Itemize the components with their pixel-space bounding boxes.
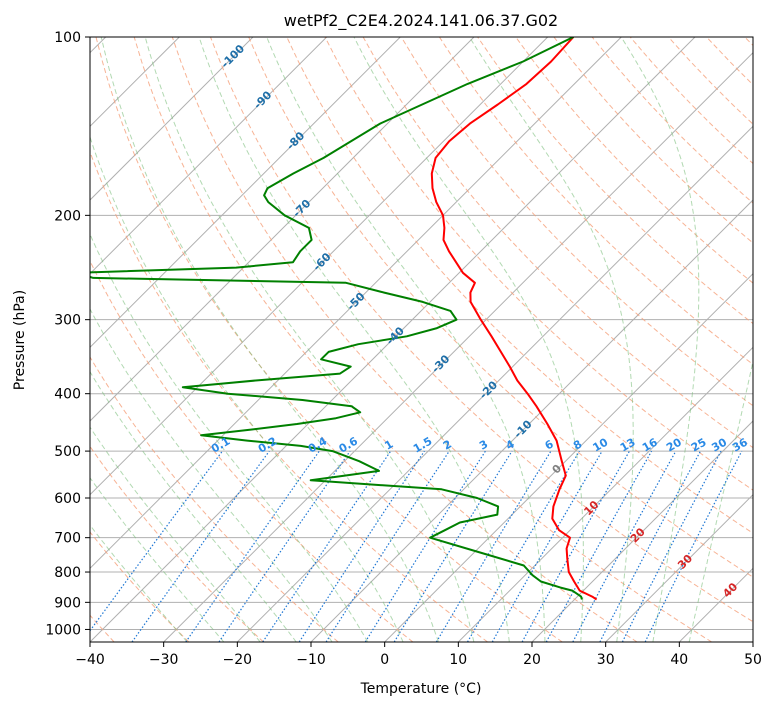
mixing-ratio-line	[131, 450, 270, 642]
isotherm-gridline	[90, 37, 401, 349]
plot-frame	[89, 36, 754, 643]
moist-adiabat	[90, 308, 333, 642]
y-tick-label: 900	[54, 595, 81, 611]
isobar-gridlines	[90, 37, 753, 630]
moist-adiabat	[469, 37, 634, 642]
isotherm-gridline	[457, 346, 753, 642]
isotherm-gridline	[90, 37, 622, 570]
isotherm-gridline	[531, 420, 753, 642]
isotherm-gridline	[90, 37, 475, 422]
dry-adiabat	[324, 37, 753, 491]
x-tick-label: −30	[149, 652, 179, 668]
mixing-ratio-line	[572, 450, 677, 642]
y-tick-label: 300	[54, 313, 81, 329]
dry-adiabat	[90, 259, 414, 642]
x-axis-label: Temperature (°C)	[360, 681, 482, 697]
y-axis: 100 200 300 400 500 600 700 800 900 1000	[45, 30, 90, 638]
moist-adiabat	[198, 37, 510, 642]
y-tick-label: 600	[54, 491, 81, 507]
moist-adiabat	[688, 358, 753, 642]
mixing-ratio-line	[393, 450, 513, 642]
y-tick-label: 200	[54, 208, 81, 224]
moist-adiabat	[90, 476, 225, 642]
x-tick-label: −10	[296, 652, 326, 668]
dry-adiabat	[400, 37, 753, 407]
y-tick-label: 700	[54, 531, 81, 547]
profile-line	[90, 37, 583, 600]
chart-title: wetPf2_C2E4.2024.141.06.37.G02	[284, 11, 558, 31]
x-tick-label: 40	[670, 652, 688, 668]
x-tick-label: 30	[597, 652, 615, 668]
mixing-ratio-line	[298, 450, 425, 642]
dry-adiabat	[438, 37, 753, 366]
mixing-ratio-line	[435, 450, 552, 642]
dry-adiabat	[95, 37, 563, 642]
y-tick-label: 100	[54, 30, 81, 46]
mixing-ratio-line	[185, 450, 320, 642]
isotherm-gridline	[90, 37, 328, 275]
moist-adiabat	[266, 37, 546, 642]
mixing-ratio-line	[621, 450, 722, 642]
sounding-profiles	[90, 37, 598, 601]
dry-adiabat	[90, 531, 190, 642]
mixing-ratio-line	[90, 450, 223, 632]
mixing-ratio-line	[599, 450, 702, 642]
isotherm-gridline	[236, 125, 753, 642]
mixing-ratio-lines	[90, 450, 743, 642]
isotherm-gridline	[90, 37, 254, 201]
mixing-ratio-line	[364, 450, 486, 642]
moist-adiabat	[90, 232, 369, 642]
y-tick-label: 500	[54, 444, 81, 460]
moist-adiabat	[353, 37, 584, 642]
dry-adiabat	[90, 445, 264, 642]
x-tick-label: −40	[75, 652, 105, 668]
moist-adiabat	[90, 426, 261, 642]
mixing-ratio-line	[545, 450, 653, 642]
y-axis-label: Pressure (hPa)	[12, 290, 28, 390]
x-tick-label: 10	[449, 652, 467, 668]
plot-area	[90, 37, 753, 642]
y-tick-label: 800	[54, 565, 81, 581]
x-tick-label: 0	[380, 652, 389, 668]
dry-adiabat	[90, 150, 488, 642]
mixing-ratio-line	[218, 450, 351, 642]
mixing-ratio-line	[521, 450, 631, 642]
mixing-ratio-line	[325, 450, 450, 642]
x-tick-label: 50	[744, 652, 762, 668]
dry-adiabat	[90, 356, 339, 642]
y-tick-label: 1000	[45, 622, 81, 638]
dry-adiabat	[248, 37, 753, 578]
isotherm-gridline	[163, 51, 753, 642]
x-tick-label: 20	[523, 652, 541, 668]
isotherm-gridline	[90, 37, 549, 496]
isotherm-gridline	[605, 493, 753, 642]
mixing-ratio-line	[262, 450, 392, 642]
dry-adiabat	[515, 37, 753, 284]
isotherm-gridline	[384, 272, 753, 642]
moist-adiabat	[620, 37, 700, 642]
dry-adiabat	[171, 37, 712, 642]
y-tick-label: 400	[54, 387, 81, 403]
moist-adiabat	[100, 37, 439, 642]
x-tick-label: −20	[223, 652, 253, 668]
moist-adiabat	[90, 135, 404, 642]
x-axis: −40 −30 −20 −10 0 10 20 30 40 50	[75, 642, 762, 668]
profile-line	[430, 37, 598, 601]
mixing-ratio-line	[644, 450, 743, 642]
